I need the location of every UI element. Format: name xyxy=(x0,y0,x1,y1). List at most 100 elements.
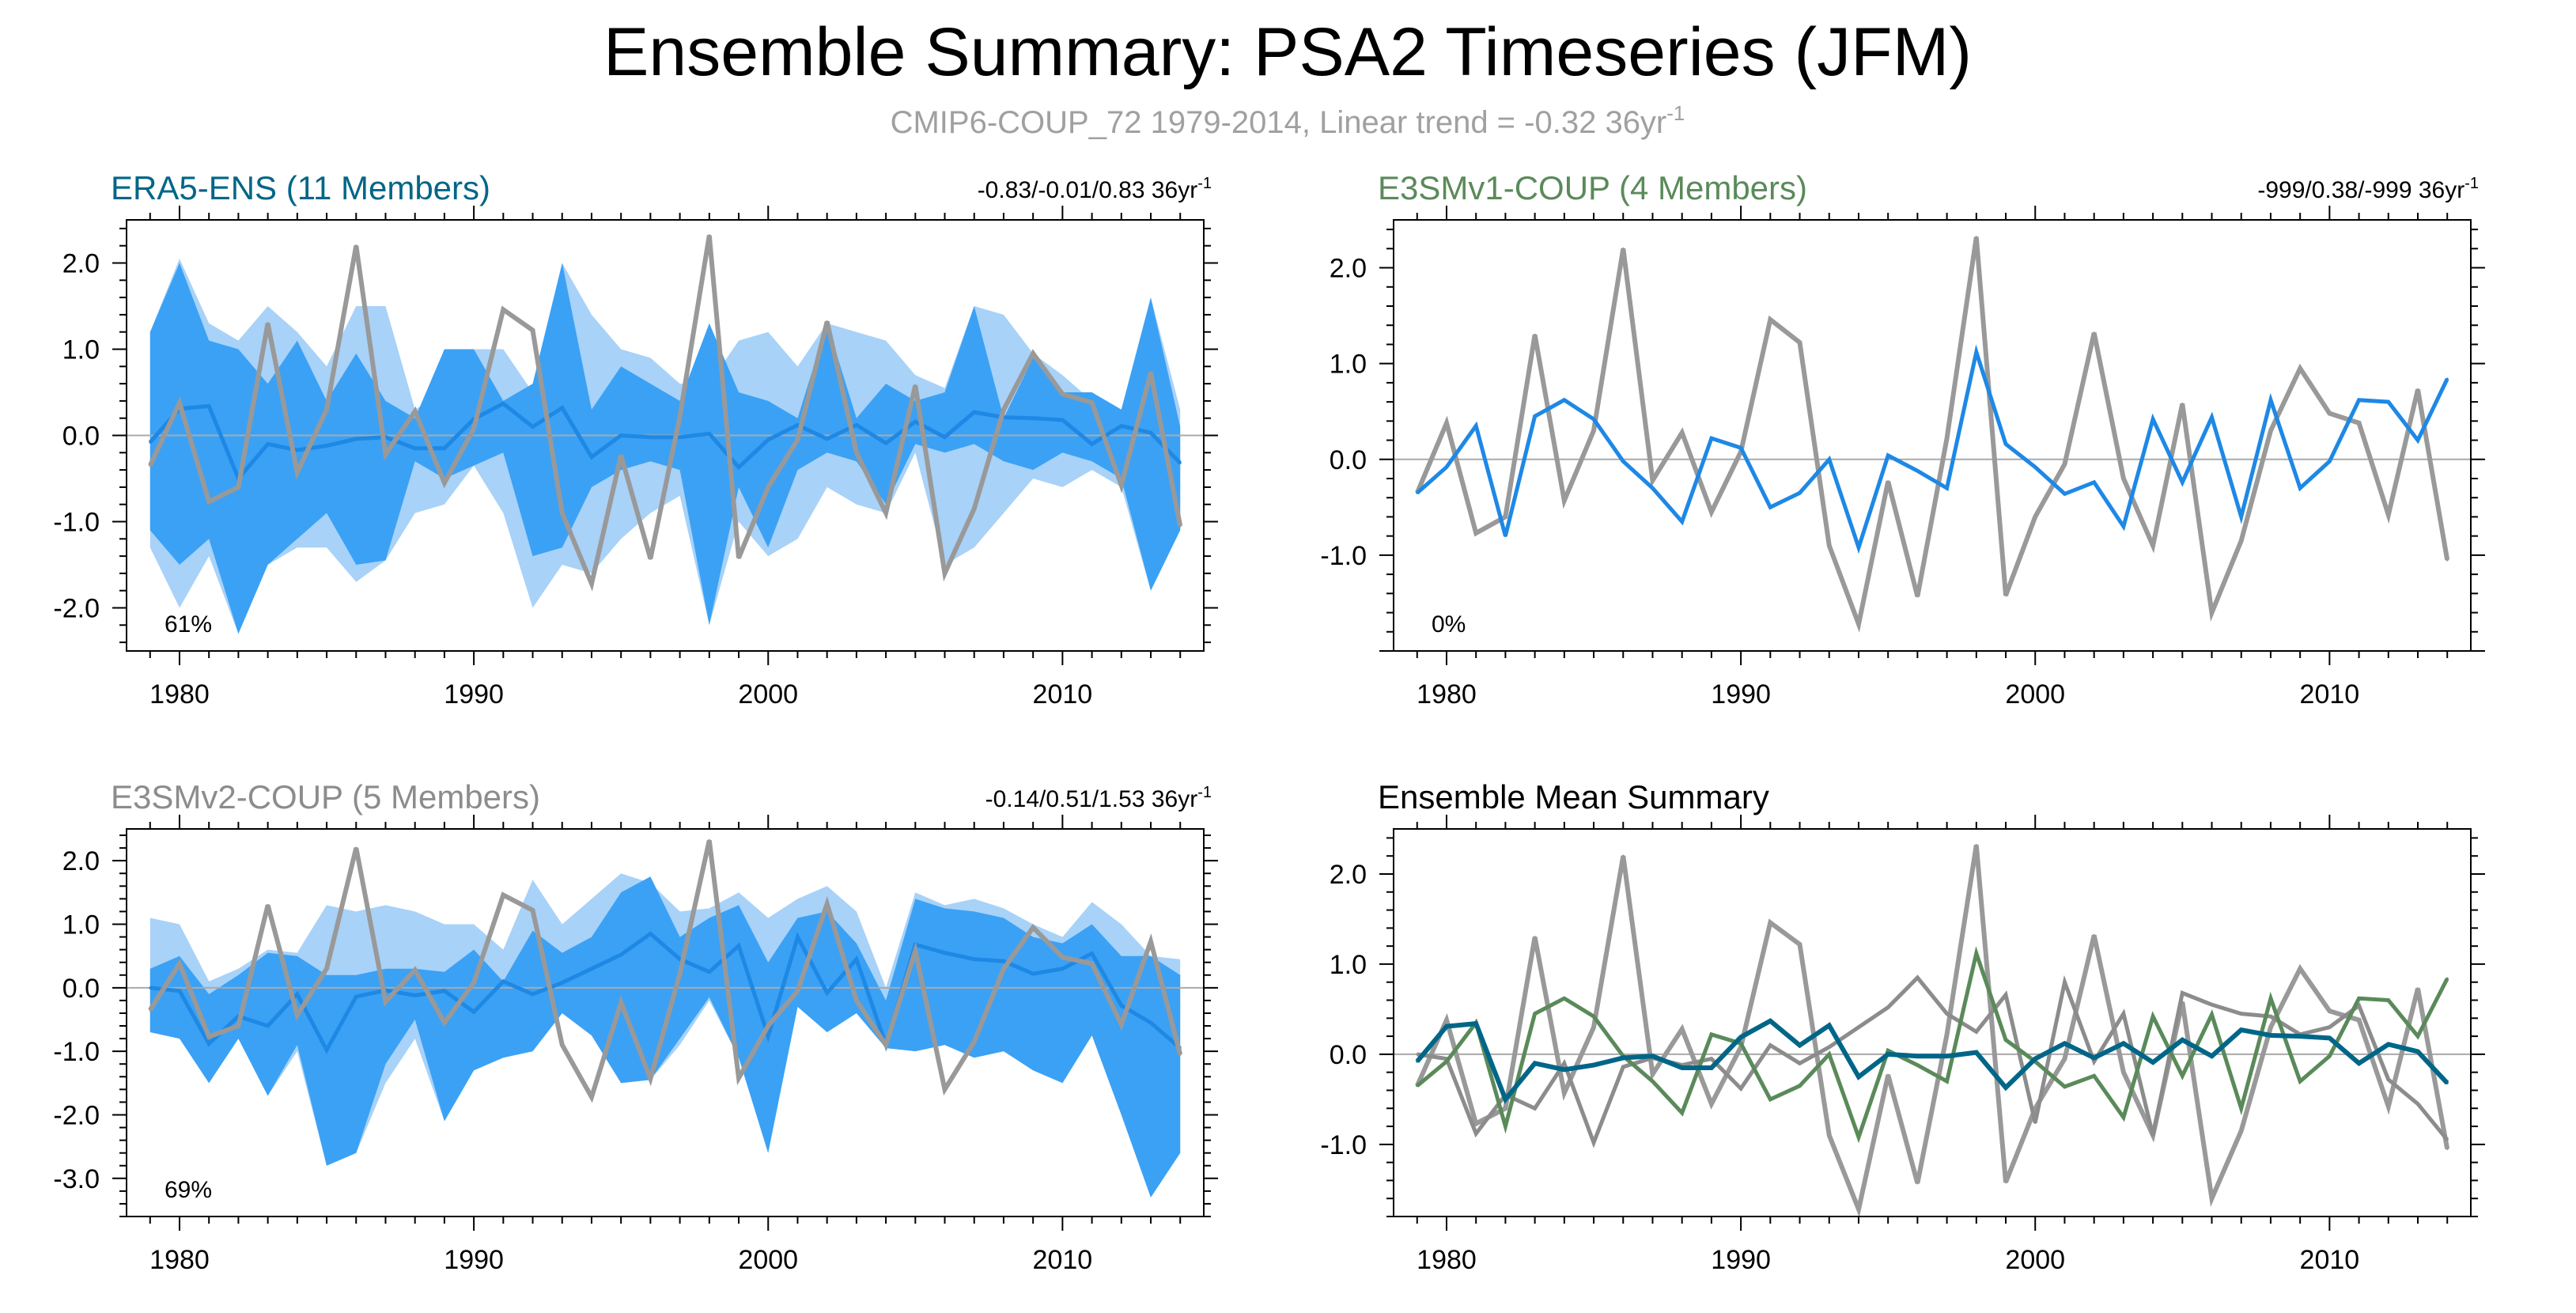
y-tick-label: -1.0 xyxy=(53,1037,100,1067)
data-point xyxy=(1592,429,1595,432)
data-point xyxy=(2328,1026,2331,1029)
spread-band-dark xyxy=(149,263,1181,634)
data-point xyxy=(1120,425,1123,428)
panel-era5: 1980 1990 2000 2010 -2.0 -1.0 0.0 1.0 2.0 ERA5-EN… xyxy=(53,169,1218,709)
data-point xyxy=(884,441,887,445)
data-point xyxy=(1828,1046,1831,1049)
data-point xyxy=(796,438,799,441)
data-point xyxy=(2387,1105,2390,1108)
data-point xyxy=(944,572,947,575)
data-point xyxy=(1474,1132,1477,1135)
data-point xyxy=(1445,1060,1448,1063)
data-point xyxy=(1946,1054,1949,1058)
y-tick-label: 1.0 xyxy=(62,335,100,365)
data-point xyxy=(267,442,270,445)
data-point xyxy=(2211,415,2214,418)
data-point xyxy=(1886,480,1889,483)
series-line xyxy=(1416,344,2449,554)
data-point xyxy=(1857,1136,1860,1139)
data-point xyxy=(2093,331,2096,335)
data-point xyxy=(1002,967,1005,971)
data-point xyxy=(2033,515,2037,518)
data-point xyxy=(1681,431,1684,434)
data-point xyxy=(944,436,947,439)
data-point xyxy=(1120,1023,1123,1026)
data-point xyxy=(708,838,711,842)
data-point xyxy=(2122,1116,2125,1119)
data-point xyxy=(267,903,270,906)
data-point xyxy=(2151,1015,2154,1018)
data-point xyxy=(1031,352,1035,355)
trend-superscript: -1 xyxy=(2464,175,2479,192)
data-point xyxy=(649,1077,652,1080)
data-point xyxy=(1534,1061,1537,1065)
data-point xyxy=(1445,1025,1448,1028)
data-point xyxy=(2416,388,2419,391)
data-point xyxy=(619,454,622,457)
data-point xyxy=(178,401,181,404)
data-point xyxy=(708,971,711,974)
data-point xyxy=(2004,1086,2007,1089)
data-point xyxy=(1886,1049,1889,1052)
x-tick-label: 2000 xyxy=(738,1245,798,1275)
data-point xyxy=(2269,1034,2272,1037)
x-tick-label: 2010 xyxy=(1033,679,1093,709)
data-point xyxy=(296,471,299,474)
trend-superscript: -1 xyxy=(1197,784,1212,801)
data-point xyxy=(2445,977,2449,980)
trend-superscript: -1 xyxy=(1197,175,1212,192)
x-tick-label: 1980 xyxy=(149,679,210,709)
data-point xyxy=(1857,1026,1860,1029)
x-tick-label: 1990 xyxy=(444,679,504,709)
data-point xyxy=(2063,463,2066,466)
data-point xyxy=(914,420,917,423)
data-point xyxy=(766,486,770,489)
data-point xyxy=(1710,1103,1713,1106)
data-point xyxy=(1534,1107,1537,1110)
data-point xyxy=(1916,595,1919,598)
data-point xyxy=(1739,1035,1742,1039)
data-point xyxy=(1149,371,1152,374)
data-point xyxy=(443,1021,446,1024)
data-point xyxy=(1710,1058,1713,1061)
data-point xyxy=(1681,1066,1684,1069)
data-point xyxy=(1061,967,1064,971)
data-point xyxy=(207,500,210,503)
data-point xyxy=(2033,1121,2037,1124)
data-point xyxy=(149,1008,152,1012)
y-tick-label: 2.0 xyxy=(1330,860,1367,890)
data-point xyxy=(2298,1080,2302,1083)
data-point xyxy=(826,437,829,441)
data-point xyxy=(590,456,593,459)
data-point xyxy=(1681,520,1684,523)
data-point xyxy=(2269,997,2272,1000)
data-point xyxy=(1178,1053,1182,1056)
data-point xyxy=(1768,1098,1772,1101)
y-tick-label: 1.0 xyxy=(1330,350,1367,380)
data-point xyxy=(2122,1042,2125,1045)
data-point xyxy=(619,953,622,956)
data-point xyxy=(1445,465,1448,468)
y-tick-label: 0.0 xyxy=(62,974,100,1004)
data-point xyxy=(1621,1065,1625,1069)
data-point xyxy=(2033,1107,2037,1110)
data-point xyxy=(2093,1074,2096,1077)
data-point xyxy=(796,423,799,426)
data-point xyxy=(1445,422,1448,425)
data-point xyxy=(944,1088,947,1091)
data-point xyxy=(1681,1027,1684,1031)
data-point xyxy=(2211,1003,2214,1006)
data-point xyxy=(973,411,976,414)
x-tick-label: 1980 xyxy=(1417,1245,1477,1275)
data-point xyxy=(1534,414,1537,418)
panels: 1980 1990 2000 2010 -2.0 -1.0 0.0 1.0 2.0 ERA5-EN… xyxy=(53,169,2485,1275)
data-point xyxy=(2328,1036,2331,1039)
data-point xyxy=(590,967,593,971)
data-point xyxy=(855,451,858,454)
data-point xyxy=(1592,418,1595,421)
data-point xyxy=(2063,1085,2066,1088)
data-point xyxy=(1149,940,1152,943)
data-point xyxy=(1031,926,1035,929)
data-point xyxy=(1534,936,1537,939)
data-point xyxy=(149,986,152,989)
